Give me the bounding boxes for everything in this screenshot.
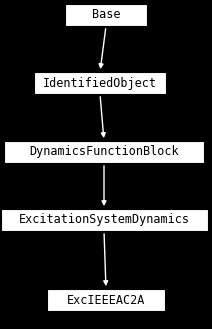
Text: DynamicsFunctionBlock: DynamicsFunctionBlock [29,145,179,159]
FancyBboxPatch shape [65,4,147,26]
Text: IdentifiedObject: IdentifiedObject [43,77,157,89]
FancyBboxPatch shape [0,209,208,231]
Text: Base: Base [92,9,120,21]
FancyBboxPatch shape [47,289,165,311]
Text: ExcitationSystemDynamics: ExcitationSystemDynamics [18,214,190,226]
FancyBboxPatch shape [34,72,166,94]
Text: ExcIEEEAC2A: ExcIEEEAC2A [67,293,145,307]
FancyBboxPatch shape [4,141,204,163]
